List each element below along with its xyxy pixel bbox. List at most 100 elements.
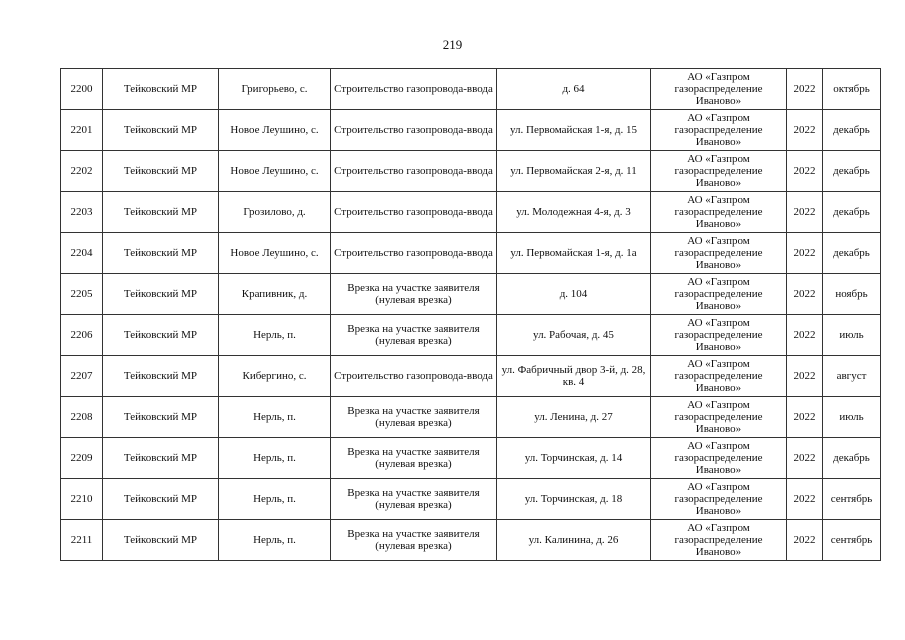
address-cell: ул. Первомайская 1-я, д. 1а	[496, 232, 651, 274]
row-number-cell: 2202	[60, 150, 103, 192]
settlement-cell: Грозилово, д.	[218, 191, 331, 233]
month-cell: декабрь	[822, 109, 881, 151]
work-type-cell: Строительство газопровода-ввода	[330, 150, 497, 192]
row-number-cell: 2210	[60, 478, 103, 520]
year-cell: 2022	[786, 232, 823, 274]
settlement-cell: Новое Леушино, с.	[218, 150, 331, 192]
settlement-cell: Нерль, п.	[218, 437, 331, 479]
settlement-cell: Нерль, п.	[218, 519, 331, 561]
settlement-cell: Крапивник, д.	[218, 273, 331, 315]
organization-cell: АО «Газпром газораспределение Иваново»	[650, 191, 787, 233]
work-type-cell: Врезка на участке заявителя (нулевая вре…	[330, 314, 497, 356]
table-row: 2209 Тейковский МР Нерль, п. Врезка на учас…	[60, 437, 881, 479]
organization-cell: АО «Газпром газораспределение Иваново»	[650, 314, 787, 356]
row-number-cell: 2204	[60, 232, 103, 274]
month-cell: декабрь	[822, 437, 881, 479]
organization-cell: АО «Газпром газораспределение Иваново»	[650, 273, 787, 315]
year-cell: 2022	[786, 150, 823, 192]
district-cell: Тейковский МР	[102, 437, 219, 479]
month-cell: июль	[822, 314, 881, 356]
organization-cell: АО «Газпром газораспределение Иваново»	[650, 396, 787, 438]
table-row: 2200 Тейковский МР Григорьево, с. Строитель…	[60, 68, 881, 110]
district-cell: Тейковский МР	[102, 273, 219, 315]
year-cell: 2022	[786, 355, 823, 397]
gasification-table: 2200 Тейковский МР Григорьево, с. Строитель…	[60, 68, 881, 561]
organization-cell: АО «Газпром газораспределение Иваново»	[650, 355, 787, 397]
table-row: 2201 Тейковский МР Новое Леушино, с. Строит…	[60, 109, 881, 151]
work-type-cell: Строительство газопровода-ввода	[330, 191, 497, 233]
table-row: 2211 Тейковский МР Нерль, п. Врезка на учас…	[60, 519, 881, 561]
district-cell: Тейковский МР	[102, 109, 219, 151]
district-cell: Тейковский МР	[102, 232, 219, 274]
month-cell: сентябрь	[822, 478, 881, 520]
address-cell: д. 64	[496, 68, 651, 110]
month-cell: сентябрь	[822, 519, 881, 561]
organization-cell: АО «Газпром газораспределение Иваново»	[650, 478, 787, 520]
row-number-cell: 2209	[60, 437, 103, 479]
year-cell: 2022	[786, 437, 823, 479]
settlement-cell: Нерль, п.	[218, 478, 331, 520]
row-number-cell: 2201	[60, 109, 103, 151]
table-row: 2204 Тейковский МР Новое Леушино, с. Строит…	[60, 232, 881, 274]
district-cell: Тейковский МР	[102, 314, 219, 356]
year-cell: 2022	[786, 314, 823, 356]
settlement-cell: Григорьево, с.	[218, 68, 331, 110]
row-number-cell: 2207	[60, 355, 103, 397]
table-row: 2207 Тейковский МР Кибергино, с. Строительс…	[60, 355, 881, 397]
address-cell: ул. Молодежная 4-я, д. 3	[496, 191, 651, 233]
organization-cell: АО «Газпром газораспределение Иваново»	[650, 519, 787, 561]
year-cell: 2022	[786, 109, 823, 151]
work-type-cell: Строительство газопровода-ввода	[330, 109, 497, 151]
work-type-cell: Врезка на участке заявителя (нулевая вре…	[330, 437, 497, 479]
month-cell: декабрь	[822, 150, 881, 192]
work-type-cell: Строительство газопровода-ввода	[330, 232, 497, 274]
district-cell: Тейковский МР	[102, 396, 219, 438]
district-cell: Тейковский МР	[102, 68, 219, 110]
year-cell: 2022	[786, 191, 823, 233]
year-cell: 2022	[786, 519, 823, 561]
address-cell: ул. Торчинская, д. 14	[496, 437, 651, 479]
row-number-cell: 2206	[60, 314, 103, 356]
table-row: 2206 Тейковский МР Нерль, п. Врезка на учас…	[60, 314, 881, 356]
organization-cell: АО «Газпром газораспределение Иваново»	[650, 68, 787, 110]
month-cell: октябрь	[822, 68, 881, 110]
district-cell: Тейковский МР	[102, 478, 219, 520]
address-cell: ул. Калинина, д. 26	[496, 519, 651, 561]
district-cell: Тейковский МР	[102, 191, 219, 233]
organization-cell: АО «Газпром газораспределение Иваново»	[650, 437, 787, 479]
work-type-cell: Врезка на участке заявителя (нулевая вре…	[330, 478, 497, 520]
work-type-cell: Строительство газопровода-ввода	[330, 355, 497, 397]
row-number-cell: 2208	[60, 396, 103, 438]
month-cell: ноябрь	[822, 273, 881, 315]
address-cell: д. 104	[496, 273, 651, 315]
month-cell: декабрь	[822, 191, 881, 233]
settlement-cell: Новое Леушино, с.	[218, 109, 331, 151]
table-row: 2208 Тейковский МР Нерль, п. Врезка на учас…	[60, 396, 881, 438]
month-cell: декабрь	[822, 232, 881, 274]
year-cell: 2022	[786, 273, 823, 315]
address-cell: ул. Фабричный двор 3-й, д. 28, кв. 4	[496, 355, 651, 397]
address-cell: ул. Первомайская 1-я, д. 15	[496, 109, 651, 151]
address-cell: ул. Первомайская 2-я, д. 11	[496, 150, 651, 192]
address-cell: ул. Ленина, д. 27	[496, 396, 651, 438]
table-row: 2205 Тейковский МР Крапивник, д. Врезка на …	[60, 273, 881, 315]
district-cell: Тейковский МР	[102, 519, 219, 561]
table-row: 2203 Тейковский МР Грозилово, д. Строительс…	[60, 191, 881, 233]
organization-cell: АО «Газпром газораспределение Иваново»	[650, 150, 787, 192]
row-number-cell: 2203	[60, 191, 103, 233]
settlement-cell: Нерль, п.	[218, 314, 331, 356]
row-number-cell: 2205	[60, 273, 103, 315]
table-row: 2202 Тейковский МР Новое Леушино, с. Строит…	[60, 150, 881, 192]
month-cell: июль	[822, 396, 881, 438]
page-number: 219	[442, 37, 463, 52]
settlement-cell: Новое Леушино, с.	[218, 232, 331, 274]
district-cell: Тейковский МР	[102, 150, 219, 192]
row-number-cell: 2200	[60, 68, 103, 110]
organization-cell: АО «Газпром газораспределение Иваново»	[650, 109, 787, 151]
settlement-cell: Нерль, п.	[218, 396, 331, 438]
district-cell: Тейковский МР	[102, 355, 219, 397]
work-type-cell: Строительство газопровода-ввода	[330, 68, 497, 110]
work-type-cell: Врезка на участке заявителя (нулевая вре…	[330, 396, 497, 438]
settlement-cell: Кибергино, с.	[218, 355, 331, 397]
address-cell: ул. Рабочая, д. 45	[496, 314, 651, 356]
